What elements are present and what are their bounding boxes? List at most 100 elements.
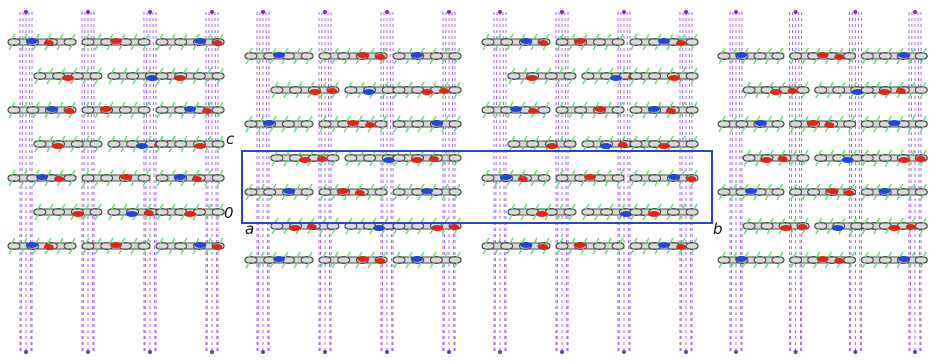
molecule xyxy=(7,169,77,187)
fluorine-bond xyxy=(367,58,372,65)
oxygen-atom xyxy=(824,122,835,128)
fluorine-bond xyxy=(630,180,635,187)
molecule xyxy=(789,183,857,201)
contact-line xyxy=(909,11,913,353)
fluorine-bond xyxy=(11,169,16,176)
fluorine-bond xyxy=(850,251,856,258)
fluorine-bond xyxy=(156,78,161,85)
fluorine-bond xyxy=(108,78,113,85)
fluorine-bond xyxy=(382,115,387,122)
molecule-backbone xyxy=(717,120,785,128)
fluorine-bond xyxy=(68,180,73,187)
fluorine-bond xyxy=(393,58,398,65)
fluorine-bond xyxy=(693,67,698,74)
aromatic-ring xyxy=(211,106,225,114)
aromatic-ring xyxy=(244,120,258,128)
nitrogen-atom xyxy=(851,89,864,95)
oxygen-atom xyxy=(120,174,133,180)
fluorine-bond xyxy=(630,214,635,221)
fluorine-bond xyxy=(779,251,784,258)
fluorine-bond xyxy=(669,101,674,108)
fluorine-bond xyxy=(358,47,363,54)
fluorine-bond xyxy=(405,228,410,235)
fluorine-bond xyxy=(216,180,221,187)
fluorine-bond xyxy=(884,126,890,133)
fluorine-bond xyxy=(597,135,602,142)
fluorine-bond xyxy=(767,47,773,54)
contact-end-atom xyxy=(684,350,688,354)
molecule-backbone xyxy=(860,52,928,60)
fluorine-bond xyxy=(645,203,650,210)
fluorine-bond xyxy=(417,126,422,133)
fluorine-bond xyxy=(910,47,916,54)
aromatic-ring xyxy=(300,188,314,196)
fluorine-bond xyxy=(345,228,350,235)
molecule xyxy=(155,33,225,51)
aromatic-ring xyxy=(318,256,332,264)
aromatic-ring xyxy=(89,208,103,216)
molecule xyxy=(270,149,340,167)
aromatic-ring xyxy=(914,188,928,196)
fluorine-bond xyxy=(334,115,339,122)
fluorine-bond xyxy=(97,33,102,40)
aromatic-ring xyxy=(666,208,680,216)
molecule xyxy=(7,33,77,51)
fluorine-bond xyxy=(417,92,422,99)
fluorine-bond xyxy=(485,169,490,176)
oxygen-atom xyxy=(298,157,311,163)
fluorine-bond xyxy=(343,58,348,65)
contact-end-atom xyxy=(793,10,798,14)
aromatic-ring xyxy=(392,120,406,128)
fluorine-bond xyxy=(580,180,585,187)
fluorine-bond xyxy=(219,101,224,108)
aromatic-ring xyxy=(753,52,767,60)
aromatic-ring xyxy=(717,52,731,60)
nitrogen-atom xyxy=(46,106,59,112)
molecule-backbone xyxy=(155,174,225,182)
fluorine-bond xyxy=(183,67,188,74)
contact-line xyxy=(443,11,447,353)
fluorine-bond xyxy=(827,115,833,122)
aromatic-ring xyxy=(137,38,151,46)
molecule xyxy=(860,251,928,269)
fluorine-bond xyxy=(804,217,809,224)
fluorine-bond xyxy=(657,101,662,108)
fluorine-bond xyxy=(97,67,102,74)
fluorine-bond xyxy=(887,115,893,122)
fluorine-bond xyxy=(839,251,844,258)
aromatic-ring xyxy=(611,174,625,182)
fluorine-bond xyxy=(922,149,927,156)
molecule-backbone xyxy=(860,256,928,264)
fluorine-bond xyxy=(192,44,197,51)
molecule xyxy=(742,149,810,167)
fluorine-bond xyxy=(789,160,795,167)
aromatic-ring xyxy=(392,188,406,196)
aromatic-ring xyxy=(155,242,169,250)
fluorine-bond xyxy=(346,47,351,54)
fluorine-bond xyxy=(864,149,870,156)
oxygen-atom xyxy=(797,224,808,230)
fluorine-bond xyxy=(106,44,111,51)
fluorine-bond xyxy=(142,112,147,119)
oxygen-atom xyxy=(428,156,439,162)
fluorine-bond xyxy=(582,214,587,221)
fluorine-bond xyxy=(295,160,300,167)
fluorine-bond xyxy=(718,262,723,269)
fluorine-bond xyxy=(108,146,113,153)
fluorine-bond xyxy=(884,160,890,167)
contact-end-atom xyxy=(447,10,451,14)
fluorine-bond xyxy=(741,126,746,133)
molecule xyxy=(860,81,928,99)
fluorine-bond xyxy=(219,135,224,142)
aromatic-ring xyxy=(581,72,595,80)
fluorine-bond xyxy=(669,169,674,176)
fluorine-bond xyxy=(645,33,650,40)
fluorine-bond xyxy=(94,180,99,187)
contact-end-atom xyxy=(560,350,564,354)
fluorine-bond xyxy=(444,115,449,122)
fluorine-bond xyxy=(542,248,547,255)
aromatic-ring xyxy=(629,140,643,148)
fluorine-bond xyxy=(899,47,904,54)
fluorine-bond xyxy=(607,237,612,244)
